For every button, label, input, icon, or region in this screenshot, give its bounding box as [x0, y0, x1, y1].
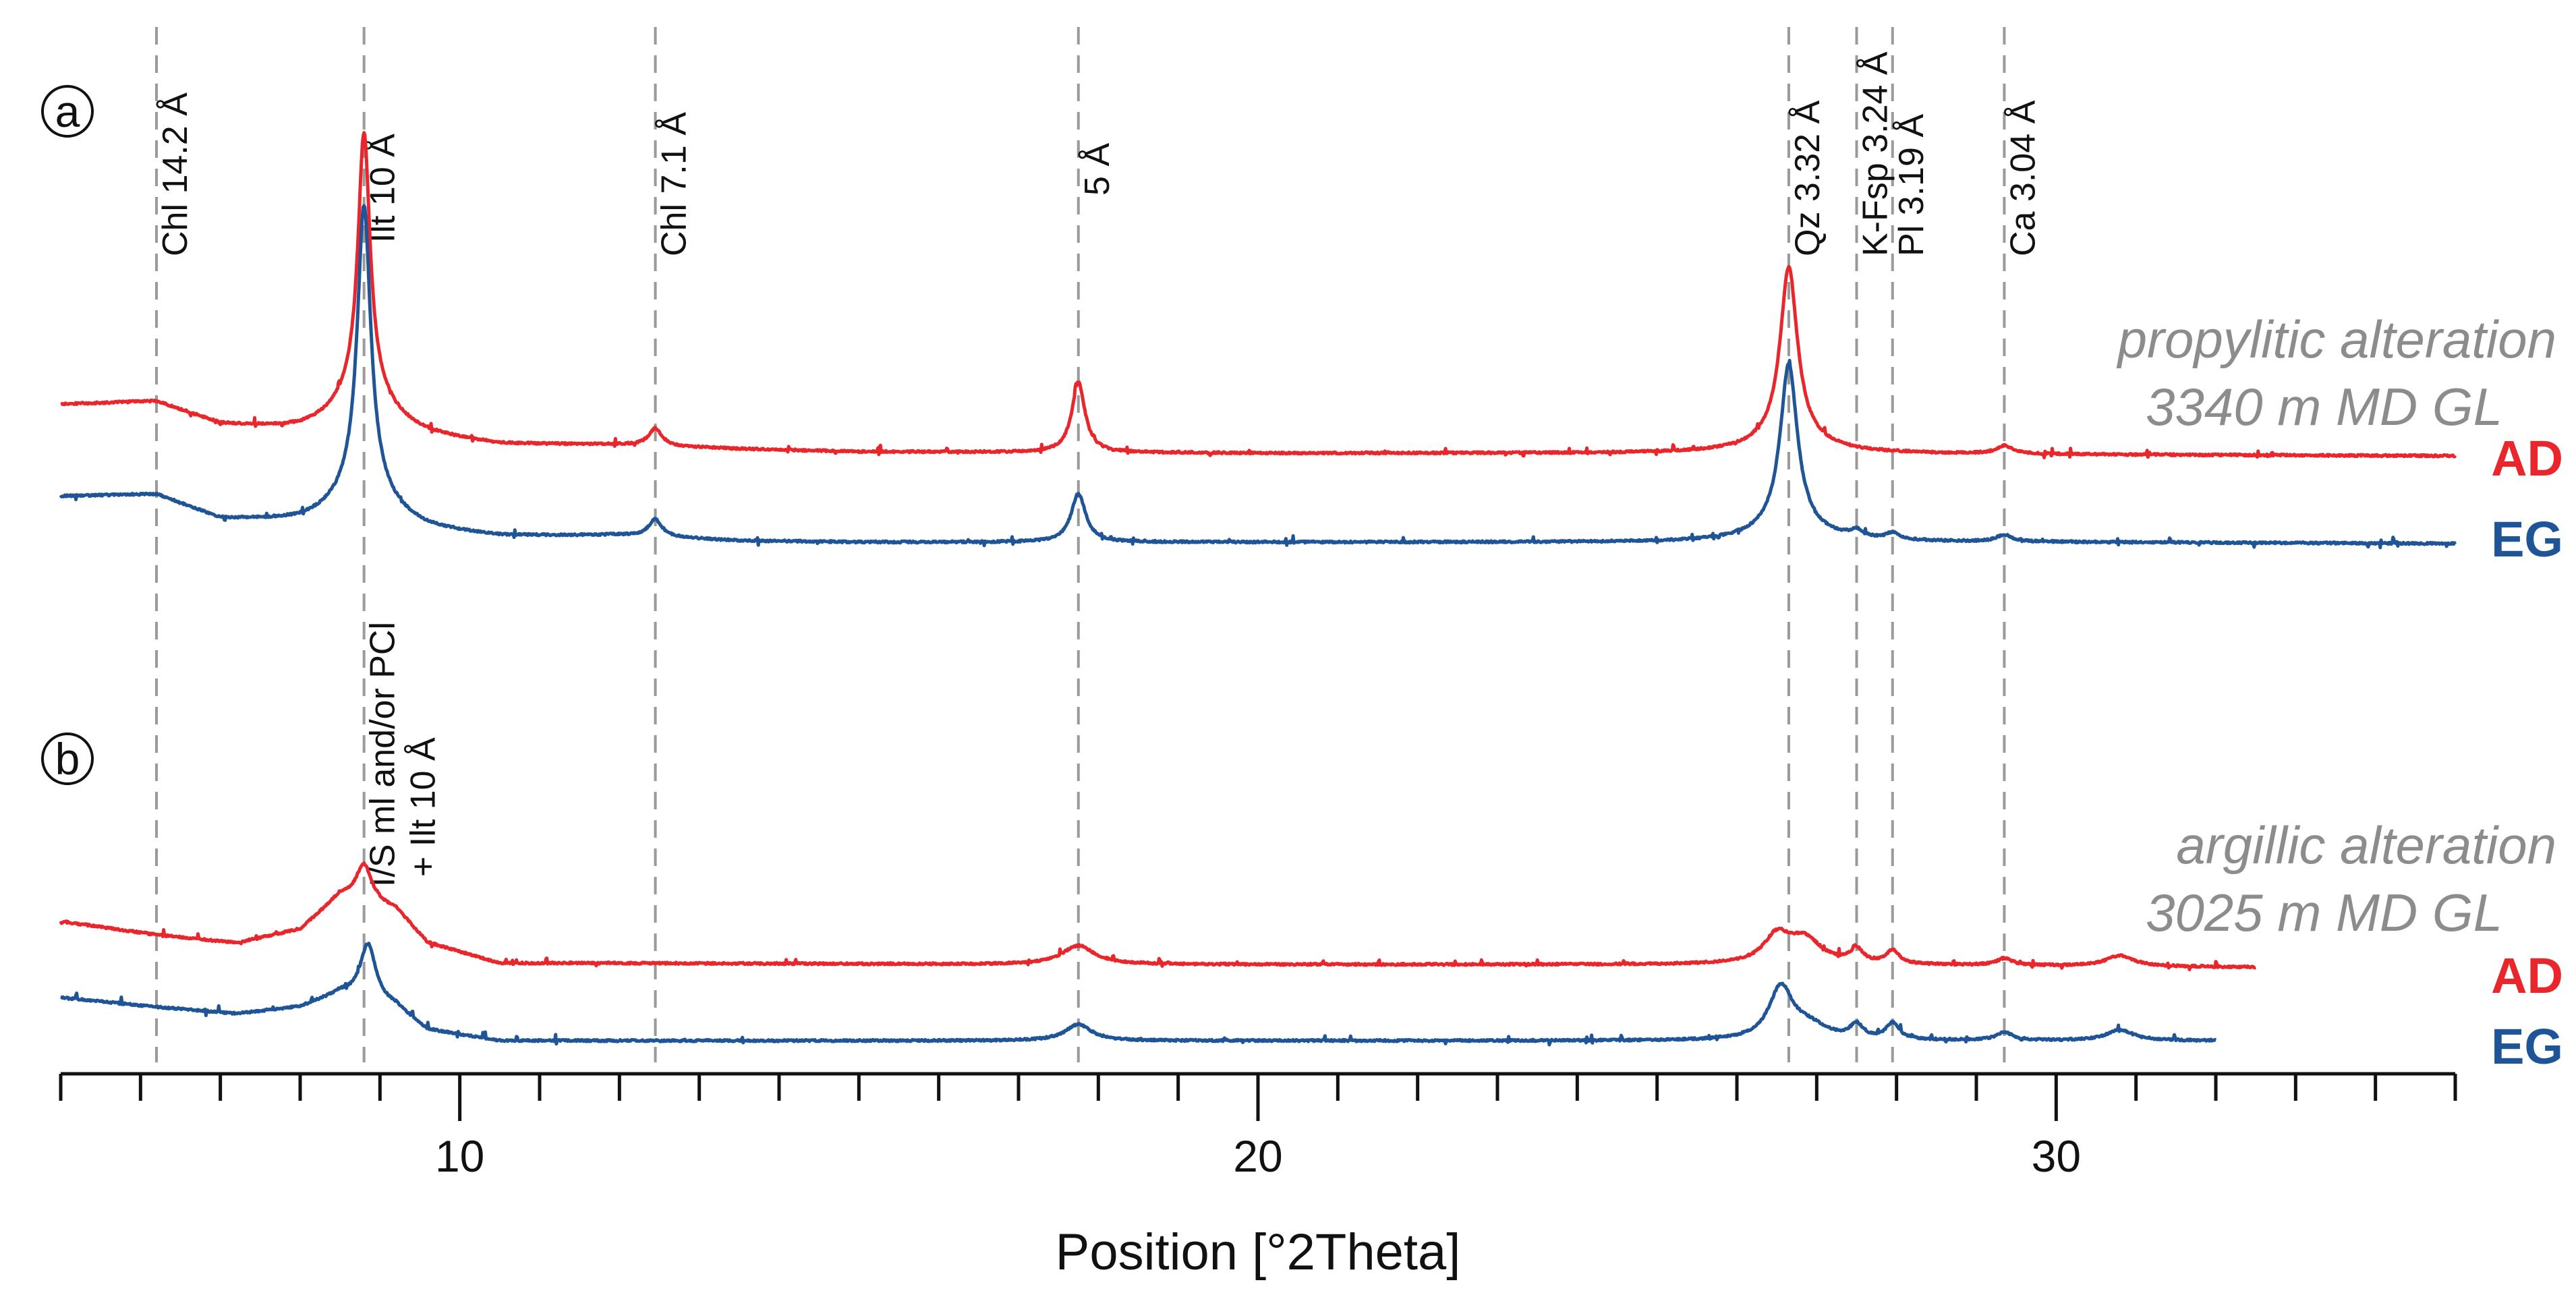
trace-panel-b-eg [59, 942, 2217, 1047]
x-tick-label-20: 20 [1233, 1131, 1282, 1181]
diffraction-traces [59, 131, 2457, 1047]
panel-a-condition-line-2: 3340 m MD GL [2146, 377, 2502, 436]
panel-a-circle [41, 85, 94, 138]
annotation-line-1: I/S ml and/or PCl [364, 622, 403, 887]
peak-label-pl-3-19: Pl 3.19 Å [1892, 114, 1931, 256]
trace-panel-b-ad [59, 861, 2257, 971]
x-axis: 10 20 30 Position [°2Theta] [59, 1072, 2457, 1281]
x-axis-ticks [59, 1074, 2457, 1121]
x-tick-label-30: 30 [2032, 1131, 2081, 1181]
panel-a-badge: a [41, 85, 94, 138]
panel-b-letter: b [55, 734, 80, 784]
annotation-line-2: + Ilt 10 Å [404, 737, 443, 877]
peak-label-qz-3-32: Qz 3.32 Å [1788, 100, 1827, 256]
peak-label-chl-7-1: Chl 7.1 Å [655, 112, 694, 256]
peak-label-chl-14-2: Chl 14.2 Å [156, 92, 195, 256]
x-axis-title: Position [°2Theta] [1056, 1224, 1461, 1281]
trace-label-panel-b-eg: EG [2491, 1018, 2563, 1074]
peak-label-ca-3-04: Ca 3.04 Å [2003, 100, 2042, 256]
panel-b-badge: b [41, 732, 94, 785]
panel-b-condition-line-2: 3025 m MD GL [2146, 883, 2502, 942]
panel-a-condition-line-1: propylitic alteration [2117, 310, 2556, 369]
trace-label-panel-a-eg: EG [2491, 511, 2563, 567]
trace-label-panel-b-ad: AD [2491, 948, 2563, 1004]
reference-lines [155, 27, 2006, 1062]
trace-label-panel-a-ad: AD [2491, 430, 2563, 486]
trace-panel-a-eg [59, 204, 2457, 550]
x-tick-label-10: 10 [435, 1131, 484, 1181]
reference-labels: Chl 14.2 Å Ilt 10 Å Chl 7.1 Å 5 Å Qz 3.3… [156, 51, 2042, 256]
panel-b-circle [41, 732, 94, 785]
annotation-is-ml: I/S ml and/or PCl + Ilt 10 Å [364, 622, 443, 887]
peak-label-kfsp-3-24: K-Fsp 3.24 Å [1856, 51, 1895, 256]
trace-panel-a-ad [59, 131, 2457, 459]
peak-label-5a: 5 Å [1078, 143, 1117, 196]
panel-b-condition-line-1: argillic alteration [2176, 815, 2556, 875]
panel-a-letter: a [55, 86, 80, 136]
